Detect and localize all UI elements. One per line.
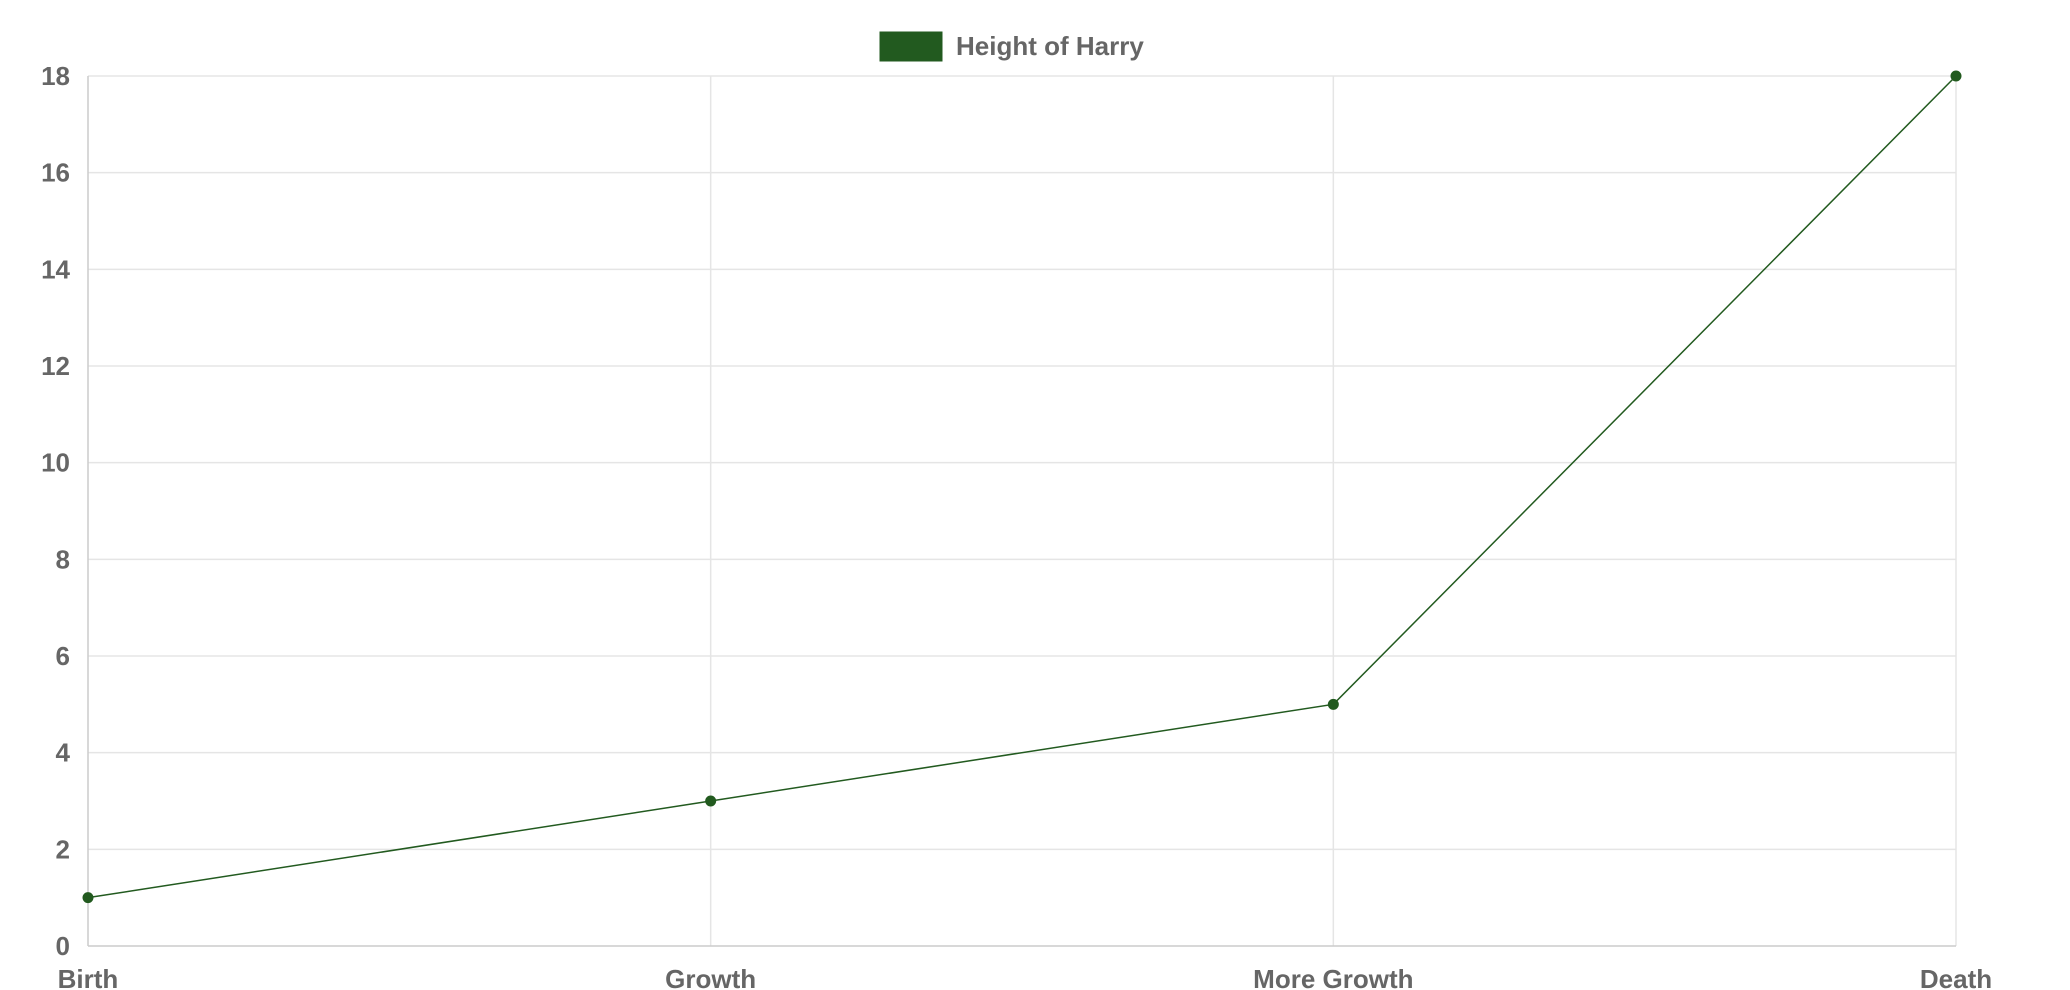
y-tick-label: 18 [41, 61, 70, 91]
y-tick-label: 8 [56, 544, 70, 574]
y-tick-label: 2 [56, 834, 70, 864]
legend[interactable]: Height of Harry [879, 31, 1144, 62]
legend-swatch[interactable] [879, 31, 943, 62]
series-line [87, 75, 1957, 899]
x-tick-label: Death [1920, 964, 1992, 990]
data-point[interactable] [82, 892, 94, 904]
y-tick-label: 6 [56, 641, 70, 671]
axes [87, 76, 1956, 947]
y-tick-label: 4 [56, 738, 71, 768]
legend-label-height-of-harry[interactable]: Height of Harry [956, 31, 1144, 61]
x-tick-label: Birth [58, 964, 119, 990]
data-point[interactable] [1950, 70, 1962, 82]
data-point[interactable] [705, 795, 717, 807]
data-point[interactable] [1327, 698, 1339, 710]
series-line-layer [82, 70, 1962, 904]
y-tick-label: 12 [41, 351, 70, 381]
x-tick-label: More Growth [1253, 964, 1413, 990]
y-tick-label: 10 [41, 448, 70, 478]
x-axis-ticks: Birth Growth More Growth Death [58, 964, 1992, 990]
y-tick-label: 14 [41, 254, 70, 284]
y-tick-label: 0 [56, 931, 70, 961]
y-tick-label: 16 [41, 158, 70, 188]
y-axis-ticks: 0 2 4 6 8 10 12 14 16 18 [41, 61, 70, 961]
grid-lines [88, 75, 1957, 946]
x-tick-label: Growth [665, 964, 756, 990]
